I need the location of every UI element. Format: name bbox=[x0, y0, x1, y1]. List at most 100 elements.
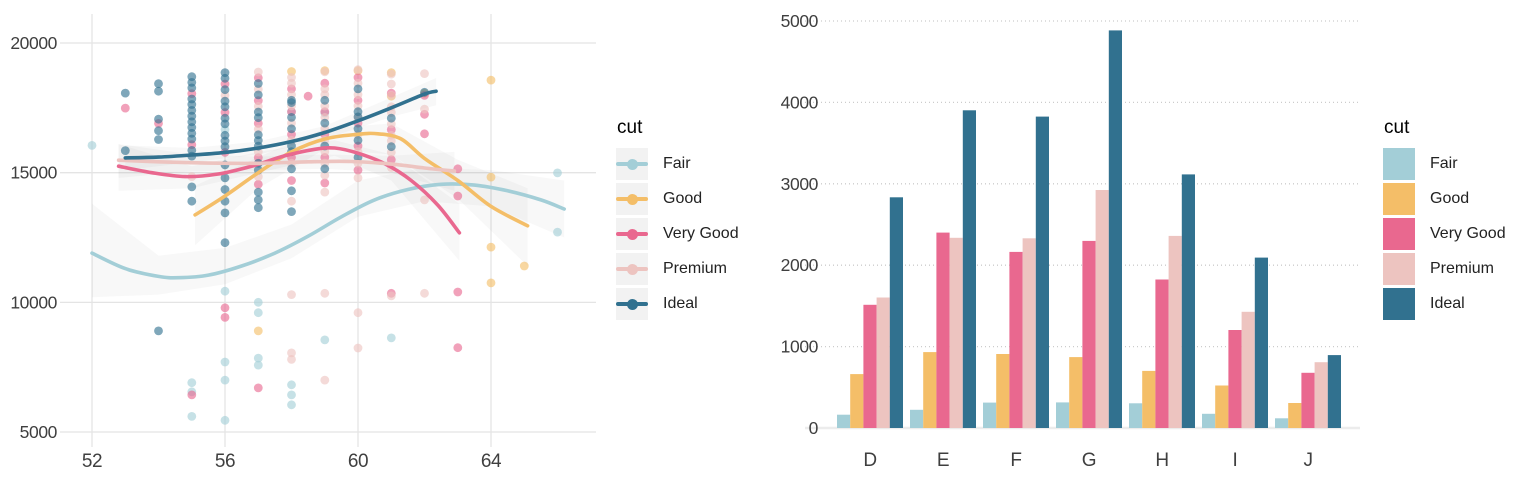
scatter-point bbox=[386, 291, 396, 301]
bar-very-good bbox=[1228, 330, 1242, 428]
legend-key-premium bbox=[1383, 253, 1415, 285]
legend-item-ideal: Ideal bbox=[616, 288, 776, 320]
scatter-point bbox=[253, 187, 263, 197]
bar-fair bbox=[1202, 413, 1216, 428]
legend-label-ideal: Ideal bbox=[1430, 295, 1465, 312]
x-tick-label: F bbox=[1010, 450, 1021, 471]
legend-key-very-good bbox=[616, 218, 648, 250]
scatter-point bbox=[320, 335, 330, 345]
scatter-point bbox=[287, 390, 296, 400]
scatter-point bbox=[420, 104, 429, 114]
x-tick-label: J bbox=[1303, 450, 1312, 471]
bar-good bbox=[1215, 385, 1229, 428]
y-tick-label: 4000 bbox=[781, 92, 819, 112]
scatter-point bbox=[320, 178, 330, 188]
scatter-point bbox=[420, 288, 429, 298]
scatter-point bbox=[420, 129, 429, 139]
legend-label-very-good: Very Good bbox=[1430, 225, 1506, 242]
bar-good bbox=[996, 354, 1010, 428]
scatter-point bbox=[303, 91, 313, 101]
scatter-point bbox=[253, 297, 263, 307]
bar-ideal bbox=[889, 197, 903, 428]
scatter-point bbox=[287, 186, 296, 196]
scatter-point bbox=[320, 288, 330, 298]
bar-good bbox=[1069, 357, 1083, 428]
scatter-point bbox=[287, 164, 296, 174]
bar-ideal bbox=[1108, 30, 1122, 429]
bar-premium bbox=[1241, 311, 1255, 428]
y-tick-label: 20000 bbox=[10, 33, 57, 53]
legend-key-good bbox=[1383, 183, 1415, 215]
legend-item-premium: Premium bbox=[616, 253, 776, 285]
scatter-point bbox=[353, 84, 363, 94]
bar-legend: cut Fair Good Very Good Premium Ideal bbox=[1383, 117, 1536, 323]
y-tick-label: 0 bbox=[809, 418, 819, 438]
bar-group-F bbox=[983, 116, 1049, 428]
x-tick-label: I bbox=[1233, 450, 1238, 471]
legend-key-ideal bbox=[1383, 288, 1415, 320]
scatter-point bbox=[220, 313, 230, 322]
ribbon-very-good bbox=[118, 140, 460, 261]
scatter-point bbox=[220, 85, 230, 95]
legend-point-glyph bbox=[626, 228, 638, 240]
legend-item-premium: Premium bbox=[1383, 253, 1536, 285]
bar-good bbox=[850, 374, 864, 428]
scatter-point bbox=[154, 79, 163, 89]
legend-key-very-good bbox=[1383, 218, 1415, 250]
ribbon-fair bbox=[92, 167, 565, 298]
scatter-point bbox=[320, 187, 330, 197]
scatter-point bbox=[453, 343, 463, 353]
scatter-point bbox=[386, 91, 396, 100]
scatter-point bbox=[220, 375, 230, 385]
scatter-legend-title: cut bbox=[617, 117, 643, 138]
scatter-point bbox=[320, 95, 330, 105]
scatter-point bbox=[154, 86, 163, 96]
scatter-point bbox=[154, 135, 163, 144]
x-tick-label: E bbox=[937, 450, 949, 471]
scatter-point bbox=[320, 118, 330, 128]
bar-fair bbox=[1129, 403, 1143, 428]
scatter-point bbox=[120, 146, 130, 156]
scatter-point bbox=[486, 75, 496, 85]
scatter-point bbox=[187, 390, 197, 400]
scatter-point bbox=[287, 113, 296, 122]
ribbon-ideal bbox=[125, 78, 437, 171]
legend-point-glyph bbox=[626, 193, 638, 205]
legend-label-ideal: Ideal bbox=[663, 295, 698, 312]
scatter-point bbox=[453, 191, 463, 201]
y-tick-label: 15000 bbox=[10, 163, 57, 183]
legend-item-good: Good bbox=[1383, 183, 1536, 215]
bar-very-good bbox=[936, 232, 950, 428]
scatter-point bbox=[420, 69, 429, 78]
scatter-point bbox=[220, 357, 230, 367]
scatter-point bbox=[187, 83, 197, 93]
scatter-point bbox=[287, 290, 296, 299]
scatter-point bbox=[320, 375, 330, 385]
legend-point-glyph bbox=[626, 263, 638, 275]
smooth-line-fair bbox=[90, 182, 566, 280]
scatter-point bbox=[453, 287, 463, 297]
bar-fair bbox=[983, 402, 997, 428]
scatter-point bbox=[253, 90, 263, 100]
scatter-points bbox=[87, 65, 562, 425]
bar-chart: 0 1000 2000 3000 4000 5000 D E F G H I J bbox=[781, 11, 1360, 471]
scatter-point bbox=[154, 326, 163, 336]
scatter-point bbox=[220, 173, 230, 183]
smooth-line-premium bbox=[116, 158, 457, 173]
scatter-point bbox=[287, 176, 296, 185]
x-tick-label: 64 bbox=[481, 451, 502, 472]
legend-label-fair: Fair bbox=[663, 155, 691, 172]
scatter-point bbox=[287, 78, 296, 88]
x-tick-label: 60 bbox=[348, 451, 368, 472]
scatter-point bbox=[287, 124, 296, 134]
bar-good bbox=[923, 352, 937, 428]
y-tick-label: 2000 bbox=[781, 255, 819, 275]
bar-fair bbox=[837, 414, 851, 428]
scatter-point bbox=[353, 165, 363, 175]
bar-good bbox=[1142, 370, 1156, 428]
scatter-figure: 5000 10000 15000 20000 52 56 60 64 cut Fair Good… bbox=[10, 14, 739, 472]
x-tick-label: 52 bbox=[82, 451, 102, 472]
scatter-point bbox=[386, 113, 396, 123]
scatter-point bbox=[187, 134, 197, 144]
